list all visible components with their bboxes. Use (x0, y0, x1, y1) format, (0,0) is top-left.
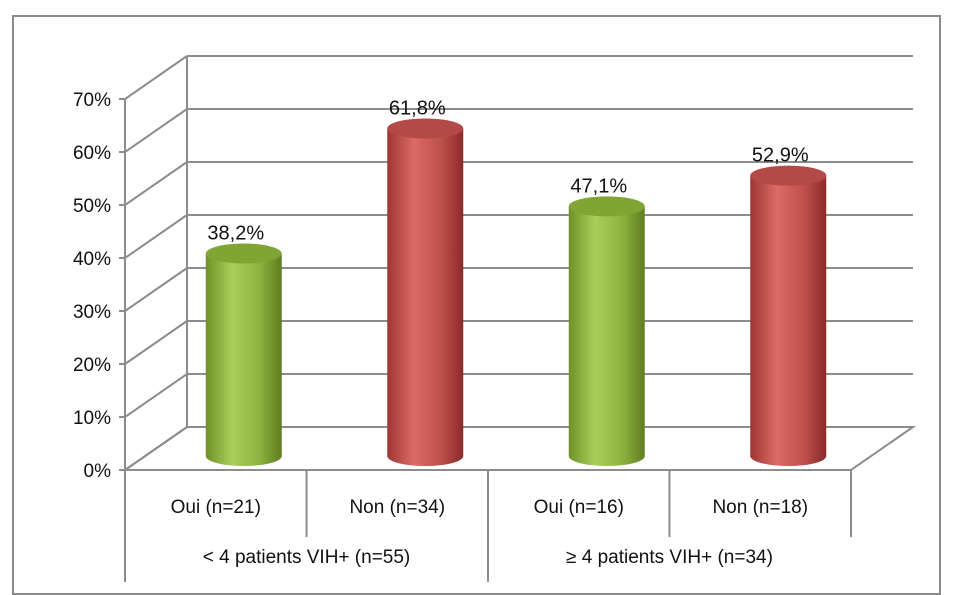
x-tick-label: Oui (n=16) (534, 497, 624, 518)
y-tick-label: 20% (73, 355, 111, 376)
data-label: 52,9% (752, 145, 809, 167)
bar (387, 118, 464, 467)
gridline-depth (124, 320, 188, 365)
bar-top (750, 165, 827, 186)
data-label: 61,8% (389, 97, 446, 119)
gridline-depth (124, 108, 188, 153)
x-tick-label: Non (n=18) (712, 497, 808, 518)
bar-body (750, 175, 827, 467)
plot-floor (121, 426, 917, 471)
floor-outline (121, 426, 917, 471)
y-tick-label: 40% (73, 249, 111, 270)
bar-body (387, 128, 464, 467)
y-axis: 0% 10% 20% 30% 40% 50% 60% 70% (73, 90, 126, 482)
gridline-depth (124, 161, 188, 206)
data-label: 38,2% (207, 223, 264, 245)
bar-body (205, 253, 282, 467)
y-tick-label: 60% (73, 143, 111, 164)
x-axis: Oui (n=21) Non (n=34) Oui (n=16) Non (n=18)… (124, 470, 852, 582)
bar (205, 243, 282, 467)
bar-chart: 0% 10% 20% 30% 40% 50% 60% 70% 38,2% 61,8% 47,1% 5… (73, 55, 917, 582)
x-group-label: < 4 patients VIH+ (n=55) (203, 547, 411, 568)
x-group-label: ≥ 4 patients VIH+ (n=34) (566, 547, 773, 568)
bars (205, 118, 827, 467)
bar-body (568, 206, 645, 467)
bar (568, 196, 645, 467)
gridline-depth (124, 267, 188, 312)
x-tick-label: Non (n=34) (349, 497, 445, 518)
y-tick-label: 30% (73, 302, 111, 323)
y-tick-label: 10% (73, 408, 111, 429)
x-tick-label: Oui (n=21) (171, 497, 261, 518)
data-label: 47,1% (570, 175, 627, 197)
gridline-depth (124, 55, 188, 100)
bar (750, 165, 827, 467)
y-tick-label: 0% (84, 461, 112, 482)
bar-top (568, 196, 645, 217)
y-tick-label: 70% (73, 90, 111, 111)
y-tick-label: 50% (73, 196, 111, 217)
gridline-depth (124, 373, 188, 418)
value-labels: 38,2% 61,8% 47,1% 52,9% (207, 97, 808, 244)
bar-top (387, 118, 464, 139)
bar-top (205, 243, 282, 264)
gridline-depth (124, 214, 188, 259)
